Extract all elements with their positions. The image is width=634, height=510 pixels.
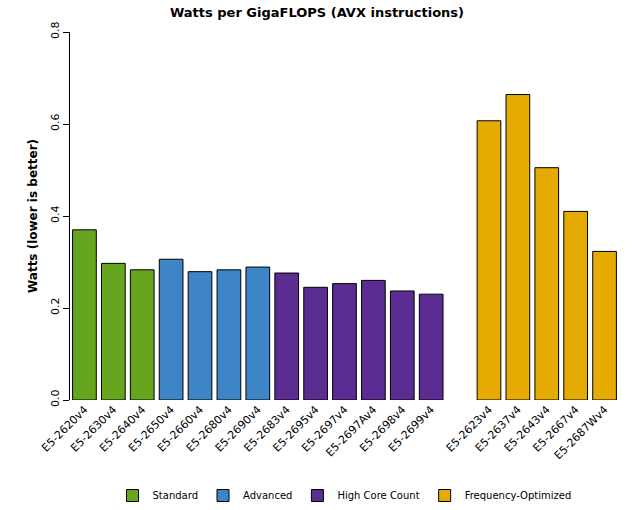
svg-text:E5-2630v4: E5-2630v4 [68,403,119,454]
svg-text:E5-2695v4: E5-2695v4 [270,403,321,454]
svg-text:E5-2650v4: E5-2650v4 [126,403,177,454]
svg-text:E5-2620v4: E5-2620v4 [39,403,90,454]
svg-text:Standard: Standard [153,490,199,501]
svg-text:E5-2687Wv4: E5-2687Wv4 [552,403,611,462]
svg-text:E5-2680v4: E5-2680v4 [184,403,235,454]
svg-text:0.6: 0.6 [49,114,62,132]
svg-text:E5-2660v4: E5-2660v4 [155,403,206,454]
svg-text:E5-2698v4: E5-2698v4 [357,403,408,454]
svg-text:E5-2667v4: E5-2667v4 [530,403,581,454]
svg-text:E5-2690v4: E5-2690v4 [213,403,264,454]
svg-text:0.2: 0.2 [49,298,62,316]
svg-text:E5-2640v4: E5-2640v4 [97,403,148,454]
svg-text:Watts (lower is better): Watts (lower is better) [26,139,40,293]
svg-text:E5-2699v4: E5-2699v4 [386,403,437,454]
svg-text:Advanced: Advanced [243,490,292,501]
svg-text:E5-2623v4: E5-2623v4 [444,403,495,454]
svg-text:0.8: 0.8 [49,22,62,39]
svg-text:E5-2697v4: E5-2697v4 [299,403,350,454]
svg-text:High Core Count: High Core Count [337,490,419,501]
svg-text:Frequency-Optimized: Frequency-Optimized [465,490,572,501]
svg-text:E5-2683v4: E5-2683v4 [242,403,293,454]
svg-text:Watts per GigaFLOPS (AVX instr: Watts per GigaFLOPS (AVX instructions) [170,5,464,20]
svg-text:E5-2643v4: E5-2643v4 [502,403,553,454]
svg-text:E5-2637v4: E5-2637v4 [473,403,524,454]
svg-text:0.0: 0.0 [49,390,62,408]
svg-text:0.4: 0.4 [49,206,62,224]
svg-text:E5-2697Av4: E5-2697Av4 [323,403,379,459]
